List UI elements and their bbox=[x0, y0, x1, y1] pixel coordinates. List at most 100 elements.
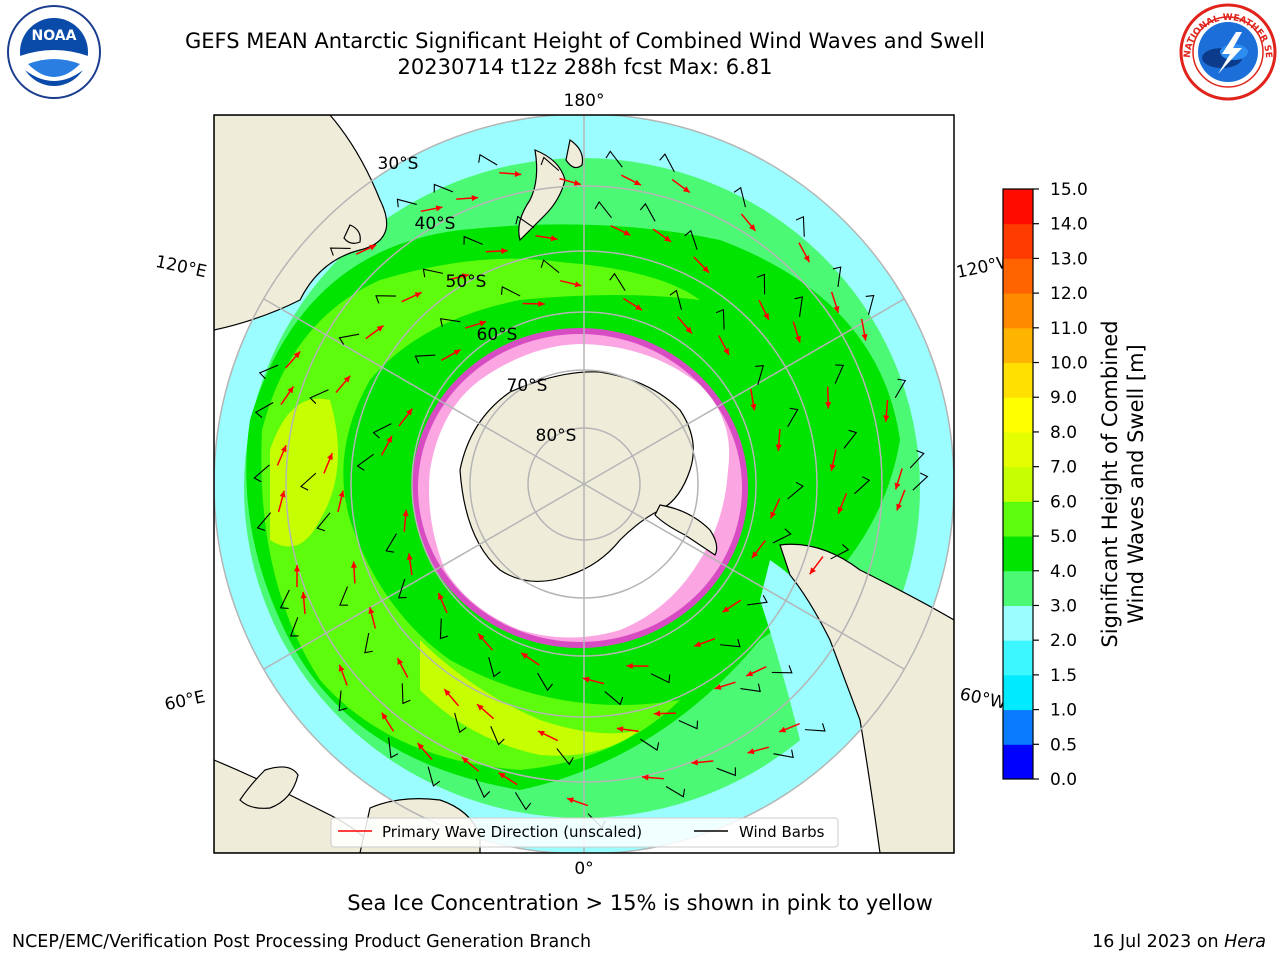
wind-barb bbox=[795, 215, 805, 237]
wind-barb bbox=[834, 364, 845, 384]
wind-barb bbox=[338, 690, 347, 712]
wind-barb bbox=[540, 156, 560, 172]
footer-date: 16 Jul 2023 on Hera bbox=[1092, 932, 1266, 952]
wind-barb bbox=[604, 691, 624, 706]
wind-barb bbox=[609, 272, 626, 291]
colorbar-segment bbox=[1003, 501, 1033, 537]
colorbar-tick-label: 1.5 bbox=[1050, 666, 1077, 686]
wind-barb bbox=[488, 657, 501, 678]
wind-barb bbox=[740, 683, 761, 693]
footer-branch: NCEP/EMC/Verification Post Processing Pr… bbox=[12, 932, 592, 952]
wind-barb bbox=[650, 673, 671, 684]
wave-arrow bbox=[522, 300, 545, 307]
wind-barb bbox=[289, 617, 299, 637]
wind-barb bbox=[556, 748, 574, 766]
wind-barb bbox=[755, 365, 765, 386]
wind-barb bbox=[639, 202, 656, 222]
wind-barb bbox=[787, 481, 804, 500]
wind-barb bbox=[316, 512, 331, 532]
colorbar-segment bbox=[1003, 362, 1033, 398]
sea-ice-caption: Sea Ice Concentration > 15% is shown in … bbox=[347, 891, 933, 915]
lat-label-60s: 60°S bbox=[477, 325, 518, 345]
wave-arrow bbox=[894, 468, 903, 490]
wave-arrow bbox=[750, 388, 757, 411]
wave-arrow bbox=[722, 599, 742, 613]
lon-label-60e: 60°E bbox=[163, 687, 207, 715]
wave-arrow bbox=[693, 637, 716, 647]
wind-barb bbox=[659, 153, 675, 173]
wind-barb bbox=[640, 738, 660, 752]
wind-barb bbox=[329, 247, 351, 256]
wind-barb bbox=[747, 595, 768, 606]
wave-arrow bbox=[610, 224, 631, 236]
wind-barb bbox=[716, 767, 736, 777]
lon-label-0: 0° bbox=[574, 859, 593, 879]
colorbar-segment bbox=[1003, 223, 1033, 259]
wave-arrow bbox=[792, 321, 801, 343]
wind-barb bbox=[771, 665, 793, 674]
wind-barb bbox=[385, 533, 397, 553]
wave-arrow bbox=[323, 452, 333, 474]
colorbar-label-line1: Significant Height of Combined bbox=[1098, 320, 1122, 647]
lat-label-50s: 50°S bbox=[446, 272, 487, 292]
wind-barb bbox=[375, 295, 397, 304]
wind-barb bbox=[684, 229, 698, 250]
wave-arrow bbox=[368, 606, 377, 629]
wave-arrow bbox=[896, 489, 906, 511]
latitude-labels: 30°S 40°S 50°S 60°S 70°S 80°S bbox=[378, 154, 577, 446]
colorbar-tick-label: 10.0 bbox=[1050, 354, 1088, 374]
wave-arrow bbox=[825, 386, 832, 409]
wind-barb bbox=[515, 215, 535, 229]
wave-arrow bbox=[621, 174, 642, 186]
colorbar-label: Significant Height of Combined Wind Wave… bbox=[1098, 320, 1148, 647]
colorbar-tick-label: 3.0 bbox=[1050, 596, 1077, 616]
colorbar-tick-label: 13.0 bbox=[1050, 249, 1088, 269]
wave-arrow bbox=[461, 756, 480, 772]
wave-arrow bbox=[437, 592, 448, 614]
colorbar: 0.0 0.5 1.0 1.5 2.0 3.0 4.0 5.0 6.0 7.0 8.0 9.0 10.0… bbox=[1003, 180, 1088, 790]
colorbar-segment bbox=[1003, 466, 1033, 502]
wave-arrow bbox=[280, 386, 295, 405]
colorbar-frame bbox=[1002, 188, 1034, 780]
wave-arrow bbox=[276, 444, 287, 466]
colorbar-segment bbox=[1003, 327, 1033, 364]
wave-arrow bbox=[566, 797, 589, 807]
wave-arrow bbox=[476, 703, 495, 720]
wave-arrow bbox=[396, 657, 409, 678]
chart-subtitle: 20230714 t12z 288h fcst Max: 6.81 bbox=[397, 55, 773, 79]
wave-arrow bbox=[402, 509, 409, 532]
wave-arrow bbox=[616, 726, 639, 733]
noaa-logo: NOAA bbox=[7, 5, 101, 99]
wind-barb bbox=[843, 429, 858, 449]
lat-label-40s: 40°S bbox=[415, 214, 456, 234]
nws-logo: NATIONAL WEATHER SERVICE bbox=[1178, 2, 1277, 101]
wind-barb bbox=[772, 528, 792, 544]
wind-barb bbox=[427, 766, 441, 787]
colorbar-tick-label: 15.0 bbox=[1050, 180, 1088, 200]
chart-title: GEFS MEAN Antarctic Significant Height o… bbox=[184, 29, 986, 53]
colorbar-tick-label: 0.0 bbox=[1050, 770, 1077, 790]
wave-arrow bbox=[355, 244, 377, 255]
wind-barb bbox=[422, 268, 444, 278]
footer-date-text: 16 Jul 2023 on bbox=[1092, 932, 1225, 952]
wave-arrow bbox=[582, 676, 605, 685]
wind-barb bbox=[865, 294, 875, 316]
wave-arrow bbox=[401, 291, 422, 303]
wave-arrow bbox=[714, 681, 736, 690]
legend: Primary Wave Direction (unscaled) Wind B… bbox=[330, 817, 839, 848]
wave-arrow bbox=[559, 279, 582, 288]
colorbar-segment bbox=[1003, 744, 1033, 780]
colorbar-segment bbox=[1003, 397, 1033, 433]
colorbar-tick-label: 1.0 bbox=[1050, 701, 1077, 721]
lon-label-60w: 60°W bbox=[958, 684, 1008, 713]
colorbar-tick-label: 2.0 bbox=[1050, 631, 1077, 651]
wind-barb bbox=[433, 183, 454, 193]
colorbar-segment bbox=[1003, 674, 1033, 711]
wind-barb bbox=[733, 186, 747, 208]
wave-arrow bbox=[477, 633, 494, 651]
wind-barb bbox=[439, 618, 449, 640]
wave-arrow bbox=[641, 774, 665, 781]
wind-barb bbox=[594, 200, 612, 219]
colorbar-label-line2: Wind Waves and Swell [m] bbox=[1124, 344, 1148, 624]
colorbar-tick-label: 8.0 bbox=[1050, 423, 1077, 443]
